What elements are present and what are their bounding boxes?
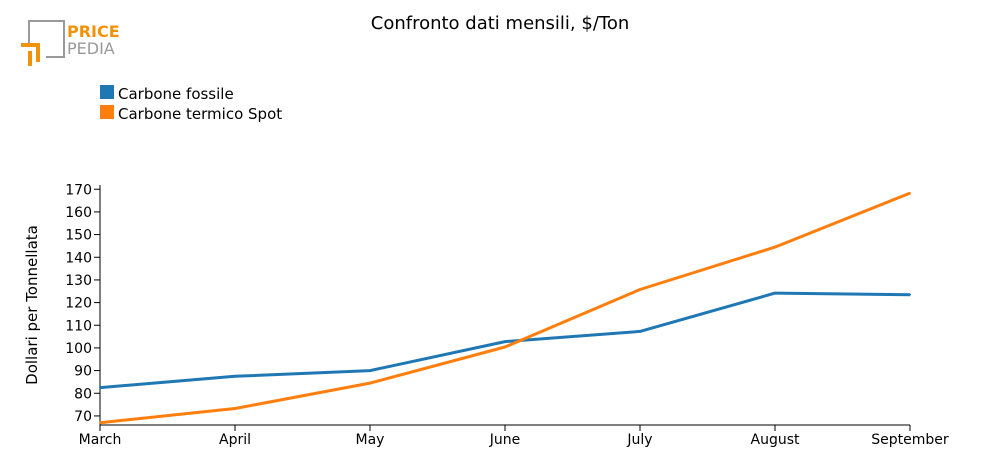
data-point-carbone-fossile [504, 340, 506, 343]
legend-swatch-carbone-termico-spot [100, 105, 114, 119]
x-tick-label: August [751, 432, 801, 448]
data-point-carbone-termico-spot [369, 382, 371, 385]
logo-bracket-icon [21, 43, 40, 62]
data-point-carbone-fossile [99, 386, 101, 389]
data-point-carbone-termico-spot [639, 288, 641, 291]
legend-swatch-carbone-fossile [100, 85, 114, 99]
x-tick-label: May [356, 432, 385, 448]
logo-frame-icon [28, 20, 65, 58]
logo-text-price: PRICE [67, 22, 120, 41]
logo-text-pedia: PEDIA [67, 39, 115, 58]
y-tick-label: 150 [65, 228, 92, 244]
x-tick-label: April [219, 432, 251, 448]
series-line-carbone-termico-spot [99, 191, 911, 425]
logo-bracket-inner-icon [28, 51, 32, 66]
x-tick-label: September [871, 432, 949, 448]
series-line-carbone-fossile [99, 291, 911, 390]
y-tick-label: 110 [65, 318, 92, 334]
y-axis-label: Dollari per Tonnellata [23, 225, 41, 385]
y-tick-label: 70 [74, 409, 92, 425]
legend-label-carbone-fossile: Carbone fossile [118, 85, 234, 103]
y-tick-label: 160 [65, 205, 92, 221]
chart-title: Confronto dati mensili, $/Ton [371, 13, 630, 34]
data-point-carbone-fossile [909, 293, 911, 296]
data-point-carbone-fossile [234, 375, 236, 378]
pricepedia-logo: PRICE PEDIA [21, 20, 120, 66]
data-point-carbone-fossile [774, 292, 776, 295]
y-tick-label: 120 [65, 296, 92, 312]
y-tick-label: 170 [65, 182, 92, 198]
y-tick-label: 140 [65, 250, 92, 266]
data-point-carbone-fossile [369, 369, 371, 372]
y-tick-label: 80 [74, 386, 92, 402]
legend: Carbone fossile Carbone termico Spot [100, 85, 282, 123]
x-tick-label: March [79, 432, 122, 448]
y-tick-label: 130 [65, 273, 92, 289]
x-tick-label: June [489, 432, 521, 448]
y-tick-label: 90 [74, 364, 92, 380]
legend-label-carbone-termico-spot: Carbone termico Spot [118, 105, 282, 123]
data-point-carbone-fossile [639, 330, 641, 333]
data-point-carbone-termico-spot [234, 407, 236, 410]
data-point-carbone-termico-spot [99, 421, 101, 424]
data-point-carbone-termico-spot [909, 192, 911, 195]
y-ticks: 70 80 90 100 110 120 130 140 150 160 170 [65, 182, 100, 425]
y-tick-label: 100 [65, 341, 92, 357]
x-ticks: March April May June July August September [79, 425, 949, 448]
x-tick-label: July [626, 432, 652, 448]
series-lines [99, 191, 911, 425]
data-point-carbone-termico-spot [774, 246, 776, 249]
data-point-carbone-termico-spot [504, 346, 506, 349]
